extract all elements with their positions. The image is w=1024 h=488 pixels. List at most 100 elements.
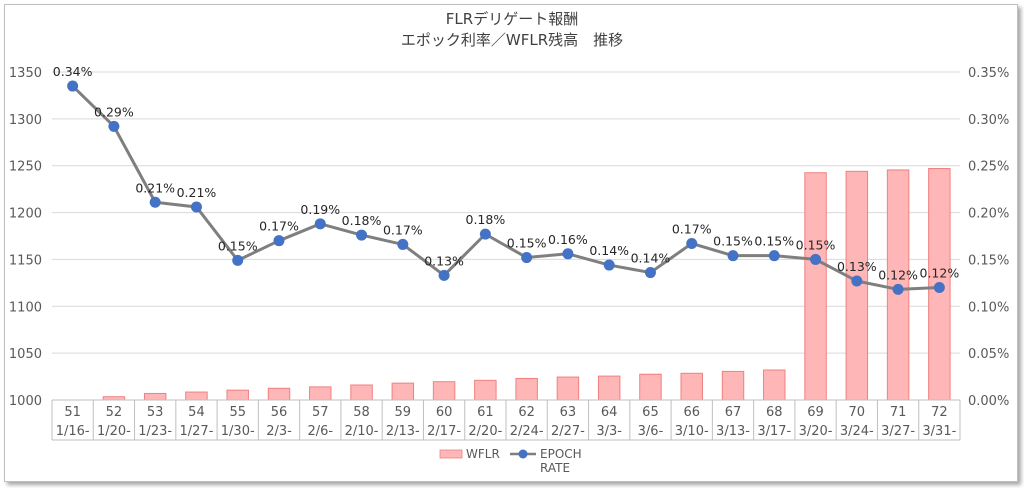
wflr-bar: [143, 392, 167, 401]
right-tick-label: 0.05%: [968, 347, 1009, 362]
left-tick-label: 1200: [9, 207, 42, 222]
right-tick-label: 0.30%: [968, 113, 1009, 128]
epoch-rate-polyline: [71, 84, 940, 291]
epoch-rate-line: 0.34%0.29%0.21% 0.21%0.15%0.17%0.19%0.18%…: [53, 64, 959, 295]
x-tick-date: 1/23-: [138, 424, 172, 439]
x-tick-epoch: 54: [188, 405, 205, 420]
x-tick-date: 2/20-: [468, 424, 502, 439]
epoch-rate-data-label: 0.34%: [53, 64, 93, 79]
epoch-rate-data-label: 0.15%: [713, 234, 753, 249]
epoch-rate-marker: [108, 120, 120, 132]
epoch-rate-marker: [149, 196, 161, 208]
epoch-rate-marker: [851, 275, 863, 287]
x-tick-date: 2/27-: [551, 424, 585, 439]
epoch-rate-marker: [273, 235, 285, 247]
x-tick-date: 1/16-: [56, 424, 90, 439]
wflr-bar: [639, 373, 662, 401]
left-tick-label: 1000: [9, 394, 42, 409]
x-tick-date: 3/13-: [716, 424, 750, 439]
epoch-rate-marker: [644, 267, 656, 279]
right-tick-label: 0.10%: [968, 300, 1009, 315]
x-tick-epoch: 65: [642, 405, 659, 420]
epoch-rate-marker: [397, 238, 409, 250]
x-tick-epoch: 53: [147, 405, 164, 420]
epoch-rate-marker: [314, 218, 326, 230]
legend-marker-epoch-rate: [518, 449, 528, 459]
epoch-rate-data-label: 0.29%: [94, 104, 134, 119]
x-tick-epoch: 52: [106, 405, 123, 420]
epoch-rate-marker: [768, 250, 780, 262]
left-axis-ticks: 1000 1050 1100 1150 1200 1250 1300 1350: [9, 66, 42, 409]
epoch-rate-marker: [67, 80, 79, 92]
x-tick-date: 3/3-: [596, 424, 622, 439]
epoch-rate-data-label: 0.17%: [383, 222, 423, 237]
wflr-bar: [267, 387, 291, 401]
epoch-rate-data-label: 0.13%: [424, 253, 464, 268]
wflr-bar: [226, 389, 249, 401]
epoch-rate-data-label: 0.13%: [837, 259, 877, 274]
epoch-rate-data-label: 0.15%: [218, 238, 258, 253]
epoch-rate-data-label: 0.18%: [342, 213, 382, 228]
legend-label-epoch-rate-line-1: EPOCH: [540, 447, 582, 461]
x-tick-date: 2/13-: [386, 424, 420, 439]
right-tick-label: 0.35%: [968, 66, 1009, 81]
epoch-rate-data-label: 0.15%: [507, 236, 547, 251]
epoch-rate-data-label: 0.17%: [259, 219, 299, 234]
x-tick-date: 3/10-: [675, 424, 709, 439]
epoch-rate-marker: [933, 282, 945, 294]
x-tick-epoch: 68: [766, 405, 783, 420]
left-tick-label: 1350: [9, 66, 42, 81]
wflr-bar: [309, 386, 332, 401]
x-tick-epoch: 71: [890, 405, 907, 420]
epoch-rate-data-label: 0.21%: [177, 185, 217, 200]
x-tick-epoch: 56: [271, 405, 288, 420]
x-tick-epoch: 62: [518, 405, 535, 420]
x-tick-date: 2/6-: [307, 424, 333, 439]
epoch-rate-marker: [356, 229, 368, 241]
x-tick-epoch: 69: [807, 405, 824, 420]
right-tick-label: 0.00%: [968, 394, 1009, 409]
epoch-rate-data-label: 0.16%: [548, 232, 588, 247]
epoch-rate-data-label: 0.14%: [631, 251, 671, 266]
wflr-bars: [102, 168, 951, 401]
x-tick-epoch: 64: [601, 405, 618, 420]
epoch-rate-marker: [521, 252, 533, 264]
wflr-bar: [597, 375, 621, 401]
wflr-bar: [556, 376, 580, 401]
epoch-rate-data-label: 0.15%: [754, 234, 794, 249]
epoch-rate-marker: [190, 201, 202, 213]
left-tick-label: 1250: [9, 160, 42, 175]
epoch-rate-marker: [603, 259, 615, 271]
epoch-rate-data-label: 0.15%: [796, 237, 836, 252]
legend-label-wflr: WFLR: [466, 447, 500, 461]
epoch-rate-marker: [686, 237, 698, 249]
chart-title-line-2: エポック利率／WFLR残高 推移: [401, 31, 623, 49]
x-tick-date: 3/24-: [840, 424, 874, 439]
wflr-bar: [432, 381, 456, 401]
epoch-rate-marker: [810, 253, 822, 265]
x-tick-date: 3/27-: [881, 424, 915, 439]
x-tick-date: 1/30-: [221, 424, 255, 439]
x-tick-date: 3/31-: [922, 424, 956, 439]
x-tick-epoch: 61: [477, 405, 494, 420]
legend: WFLR EPOCH RATE: [439, 447, 582, 475]
epoch-rate-marker: [727, 250, 739, 262]
wflr-bar: [804, 172, 827, 401]
wflr-bar: [350, 384, 373, 401]
left-tick-label: 1300: [9, 113, 42, 128]
x-tick-epoch: 72: [931, 405, 948, 420]
x-tick-epoch: 60: [436, 405, 453, 420]
epoch-rate-marker: [479, 228, 491, 240]
epoch-rate-data-label: 0.17%: [672, 221, 712, 236]
x-tick-epoch: 66: [683, 405, 700, 420]
epoch-rate-data-label: 0.19%: [300, 202, 340, 217]
epoch-rate-data-label: 0.18%: [466, 212, 506, 227]
right-tick-label: 0.15%: [968, 253, 1009, 268]
legend-swatch-wflr: [439, 449, 463, 459]
x-tick-epoch: 59: [395, 405, 412, 420]
wflr-bar: [680, 372, 703, 401]
left-tick-label: 1100: [9, 300, 42, 315]
wflr-bar: [515, 377, 538, 401]
epoch-rate-marker: [232, 254, 244, 266]
